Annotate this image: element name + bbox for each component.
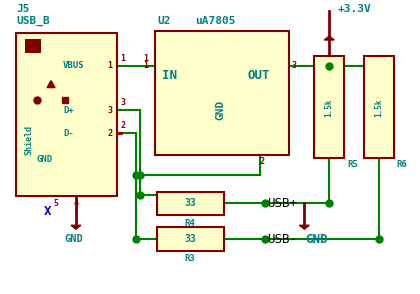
Text: 33: 33 <box>184 198 196 208</box>
Text: Shield: Shield <box>24 125 33 155</box>
Text: 3: 3 <box>121 98 126 107</box>
Text: U2: U2 <box>158 16 171 26</box>
Text: D+: D+ <box>63 106 74 115</box>
Text: 3: 3 <box>291 61 297 70</box>
Text: 1.5k: 1.5k <box>325 98 334 117</box>
Bar <box>314 56 344 158</box>
Text: VBUS: VBUS <box>63 61 84 70</box>
Text: USB_B: USB_B <box>16 16 50 26</box>
Bar <box>155 31 289 155</box>
Text: GND: GND <box>36 155 52 164</box>
Text: USB-: USB- <box>268 233 298 245</box>
Bar <box>364 56 394 158</box>
Text: 1: 1 <box>143 54 148 63</box>
Text: 2: 2 <box>108 129 113 138</box>
Bar <box>25 39 39 49</box>
Bar <box>158 227 224 251</box>
Text: X: X <box>45 205 52 218</box>
Text: +3.3V: +3.3V <box>337 4 371 14</box>
Polygon shape <box>71 225 81 229</box>
Text: R6: R6 <box>397 160 407 169</box>
Polygon shape <box>299 225 310 229</box>
Text: D-: D- <box>63 129 74 138</box>
Text: R3: R3 <box>185 254 195 263</box>
Bar <box>62 98 68 103</box>
Text: 33: 33 <box>184 234 196 244</box>
Text: R5: R5 <box>347 160 358 169</box>
Text: 1: 1 <box>143 61 148 70</box>
Text: GND: GND <box>215 100 225 121</box>
Text: J5: J5 <box>16 4 30 14</box>
Text: 3: 3 <box>108 106 113 115</box>
Text: USB+: USB+ <box>268 197 298 210</box>
Text: IN: IN <box>162 69 177 82</box>
Text: GND: GND <box>64 234 83 244</box>
Text: OUT: OUT <box>248 69 270 82</box>
Text: 4: 4 <box>74 200 79 208</box>
Text: 1.5k: 1.5k <box>374 98 383 117</box>
Text: uA7805: uA7805 <box>195 16 236 26</box>
Bar <box>16 33 117 196</box>
Text: R4: R4 <box>185 219 195 228</box>
Polygon shape <box>324 36 334 40</box>
Bar <box>158 192 224 215</box>
Text: 2: 2 <box>121 121 126 130</box>
Text: 2: 2 <box>260 157 265 166</box>
Polygon shape <box>47 81 55 88</box>
Text: GND: GND <box>305 233 328 245</box>
Text: 5: 5 <box>53 200 58 208</box>
Text: 1: 1 <box>121 54 126 63</box>
Text: 1: 1 <box>108 61 113 70</box>
Bar <box>25 39 41 53</box>
